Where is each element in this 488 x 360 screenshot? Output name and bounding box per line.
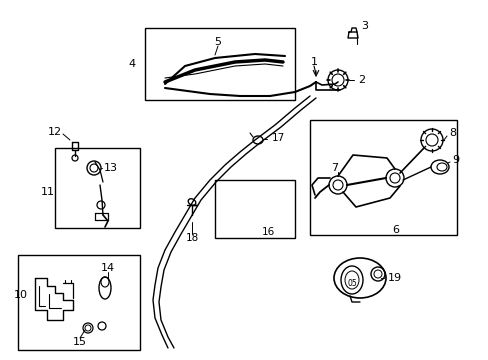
Text: 10: 10 xyxy=(14,290,28,300)
Text: 1: 1 xyxy=(310,57,317,67)
Bar xyxy=(55,148,140,228)
Text: 14: 14 xyxy=(101,263,115,273)
Text: 6: 6 xyxy=(392,225,399,235)
Text: 8: 8 xyxy=(448,128,455,138)
Text: 05: 05 xyxy=(346,279,356,288)
Text: 12: 12 xyxy=(48,127,62,137)
Text: 7: 7 xyxy=(331,163,338,173)
Bar xyxy=(145,28,294,100)
Text: 11: 11 xyxy=(41,187,55,197)
Text: 5: 5 xyxy=(214,37,221,47)
Text: 19: 19 xyxy=(387,273,401,283)
Bar xyxy=(18,255,140,350)
Text: 2: 2 xyxy=(357,75,365,85)
Text: 3: 3 xyxy=(361,21,368,31)
Bar xyxy=(309,120,456,235)
Text: 15: 15 xyxy=(73,337,87,347)
Bar xyxy=(215,180,294,238)
Text: 17: 17 xyxy=(271,133,285,143)
Text: 16: 16 xyxy=(261,227,274,237)
Text: 9: 9 xyxy=(451,155,458,165)
Text: 13: 13 xyxy=(104,163,118,173)
Text: 4: 4 xyxy=(129,59,136,69)
Text: 18: 18 xyxy=(185,233,198,243)
